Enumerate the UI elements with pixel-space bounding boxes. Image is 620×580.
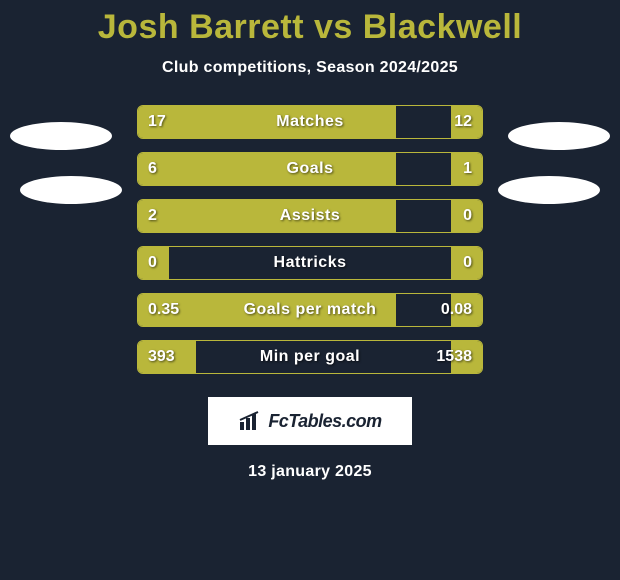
comparison-card: Josh Barrett vs Blackwell Club competiti…: [0, 0, 620, 481]
brand-logo[interactable]: FcTables.com: [208, 397, 412, 445]
stat-row: 17 12 Matches: [137, 105, 483, 139]
value-right: 1538: [436, 348, 472, 366]
player-avatar-placeholder: [20, 176, 122, 204]
subtitle: Club competitions, Season 2024/2025: [162, 59, 458, 77]
stat-row: 0.35 0.08 Goals per match: [137, 293, 483, 327]
value-right: 0.08: [441, 301, 472, 319]
bar-left: [138, 153, 396, 185]
stat-row: 393 1538 Min per goal: [137, 340, 483, 374]
bar-chart-icon: [238, 410, 262, 432]
stat-label: Matches: [276, 113, 344, 131]
stats-list: 17 12 Matches 6 1 Goals 2 0 Assists 0 0 Hattricks 0.…: [137, 105, 483, 387]
value-left: 17: [148, 113, 166, 131]
value-right: 0: [463, 207, 472, 225]
value-right: 1: [463, 160, 472, 178]
player-avatar-placeholder: [508, 122, 610, 150]
stat-row: 0 0 Hattricks: [137, 246, 483, 280]
stat-label: Assists: [280, 207, 340, 225]
stat-row: 6 1 Goals: [137, 152, 483, 186]
stat-row: 2 0 Assists: [137, 199, 483, 233]
brand-text: FcTables.com: [268, 411, 381, 432]
player-avatar-placeholder: [498, 176, 600, 204]
value-left: 393: [148, 348, 175, 366]
value-left: 0: [148, 254, 157, 272]
stat-label: Hattricks: [274, 254, 347, 272]
value-right: 0: [463, 254, 472, 272]
value-left: 2: [148, 207, 157, 225]
stat-label: Goals per match: [244, 301, 377, 319]
value-right: 12: [454, 113, 472, 131]
bar-left: [138, 106, 396, 138]
bar-left: [138, 200, 396, 232]
page-title: Josh Barrett vs Blackwell: [98, 8, 522, 47]
value-left: 0.35: [148, 301, 179, 319]
value-left: 6: [148, 160, 157, 178]
player-avatar-placeholder: [10, 122, 112, 150]
date-label: 13 january 2025: [248, 463, 372, 481]
stat-label: Goals: [287, 160, 334, 178]
stat-label: Min per goal: [260, 348, 360, 366]
